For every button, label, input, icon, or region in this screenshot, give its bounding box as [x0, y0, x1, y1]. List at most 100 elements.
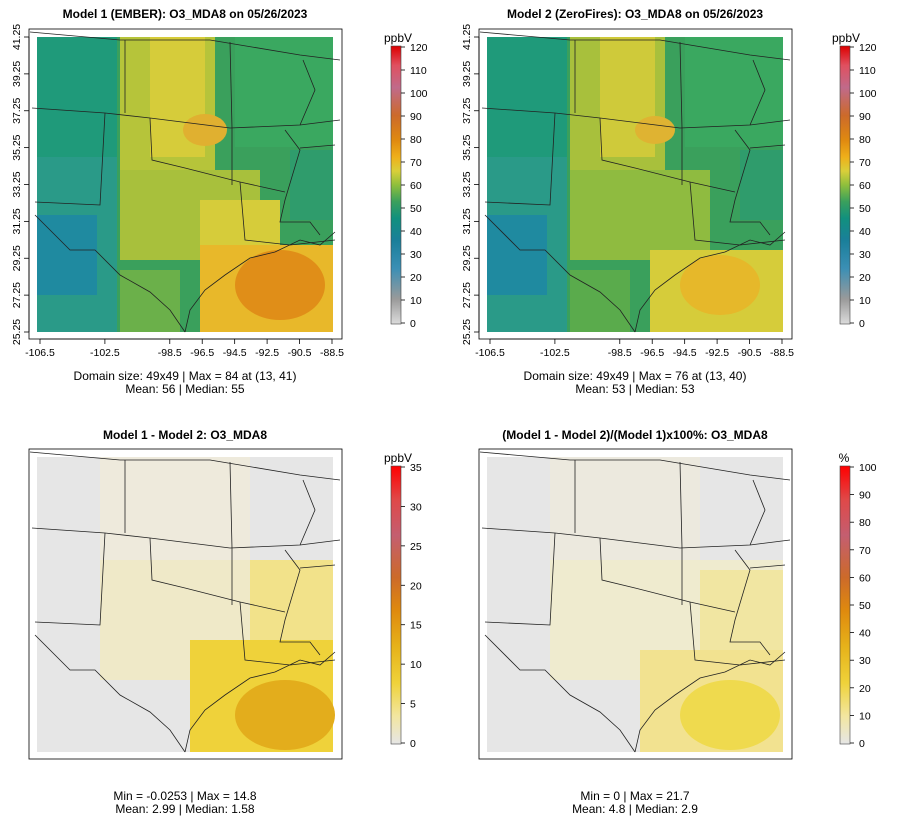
colorbar: % 0 10 20 30 40 50 60 70 80 90 100 [839, 451, 877, 750]
y-tick-label: 29.25 [11, 245, 23, 271]
y-tick-label: 41.25 [461, 24, 473, 50]
panel-model2: Model 2 (ZeroFires): O3_MDA8 on 05/26/20… [461, 7, 877, 396]
colorbar-tick-label: 110 [410, 65, 427, 77]
heatmap-field [37, 37, 333, 332]
y-tick-label: 31.25 [11, 208, 23, 234]
x-tick-label: -88.5 [770, 347, 794, 359]
colorbar-tick-label: 30 [410, 501, 422, 513]
colorbar-unit: ppbV [832, 31, 860, 45]
y-axis: 25.25 27.25 29.25 31.25 33.25 35.25 37.25 39.25… [11, 24, 30, 345]
subtitle-line-1: Domain size: 49x49 | Max = 84 at (13, 41… [74, 369, 297, 383]
state-boundaries [479, 31, 791, 333]
y-tick-label: 33.25 [461, 171, 473, 197]
subtitle-line-2: Mean: 4.8 | Median: 2.9 [572, 802, 698, 816]
colorbar: ppbV 0 10 20 30 40 50 60 70 80 90 100 110 120 [384, 31, 428, 330]
x-tick-label: -92.5 [705, 347, 729, 359]
colorbar-tick-label: 100 [859, 462, 877, 474]
x-axis: -106.5 -102.5 -98.5 -96.5 -94.5 -92.5 -90.5 -88… [25, 338, 344, 359]
panel-difference: Model 1 - Model 2: O3_MDA8 ppbV [28, 428, 422, 816]
colorbar-unit: ppbV [384, 451, 412, 465]
colorbar-tick-label: 70 [859, 157, 871, 169]
colorbar-tick-label: 20 [859, 272, 871, 284]
y-tick-label: 39.25 [461, 61, 473, 87]
colorbar-tick-label: 20 [410, 580, 422, 592]
y-tick-label: 25.25 [11, 319, 23, 345]
panel-title: Model 1 - Model 2: O3_MDA8 [103, 428, 267, 442]
colorbar-tick-label: 50 [410, 203, 422, 215]
x-tick-label: -90.5 [738, 347, 762, 359]
colorbar-unit: ppbV [384, 31, 412, 45]
colorbar-tick-label: 30 [859, 249, 871, 261]
colorbar-tick-label: 30 [859, 655, 871, 667]
colorbar-tick-label: 90 [859, 490, 871, 502]
colorbar: ppbV 0 10 20 30 40 50 60 70 80 90 100 110 120 [832, 31, 877, 330]
subtitle-line-1: Domain size: 49x49 | Max = 76 at (13, 40… [524, 369, 747, 383]
colorbar-unit: % [839, 451, 850, 465]
x-tick-label: -90.5 [288, 347, 312, 359]
colorbar-tick-label: 70 [410, 157, 422, 169]
colorbar-tick-label: 100 [410, 88, 428, 100]
heatmap-field [487, 457, 783, 752]
heatmap-field [37, 457, 335, 752]
y-tick-label: 33.25 [11, 171, 23, 197]
panel-percent-difference: (Model 1 - Model 2)/(Model 1)x100%: O3_M… [478, 428, 877, 816]
x-tick-label: -106.5 [475, 347, 505, 359]
colorbar-tick-label: 110 [859, 65, 876, 77]
y-tick-label: 27.25 [461, 282, 473, 308]
colorbar-tick-label: 50 [859, 600, 871, 612]
x-tick-label: -92.5 [255, 347, 279, 359]
subtitle-line-1: Min = 0 | Max = 21.7 [580, 789, 689, 803]
panel-title: Model 1 (EMBER): O3_MDA8 on 05/26/2023 [63, 7, 308, 21]
colorbar-tick-label: 10 [859, 295, 871, 307]
y-tick-label: 31.25 [461, 208, 473, 234]
colorbar-tick-label: 90 [410, 111, 422, 123]
x-axis: -106.5 -102.5 -98.5 -96.5 -94.5 -92.5 -90.5 -88… [475, 338, 794, 359]
x-tick-label: -102.5 [540, 347, 570, 359]
colorbar-tick-label: 15 [410, 620, 422, 632]
x-tick-label: -98.5 [158, 347, 182, 359]
colorbar-tick-label: 20 [859, 683, 871, 695]
colorbar-tick-label: 20 [410, 272, 422, 284]
heatmap-field [487, 37, 783, 332]
colorbar-tick-label: 0 [859, 738, 865, 750]
x-tick-label: -94.5 [223, 347, 247, 359]
y-tick-label: 37.25 [11, 97, 23, 123]
colorbar-tick-label: 100 [859, 88, 877, 100]
panel-title: Model 2 (ZeroFires): O3_MDA8 on 05/26/20… [507, 7, 763, 21]
plot-frame [478, 448, 793, 760]
colorbar-tick-label: 0 [410, 318, 416, 330]
y-axis: 25.25 27.25 29.25 31.25 33.25 35.25 37.25 39.25… [461, 24, 480, 345]
colorbar-tick-label: 35 [410, 462, 422, 474]
colorbar-tick-label: 40 [859, 226, 871, 238]
y-tick-label: 29.25 [461, 245, 473, 271]
colorbar-tick-label: 120 [410, 42, 428, 54]
subtitle-line-1: Min = -0.0253 | Max = 14.8 [113, 789, 257, 803]
y-tick-label: 41.25 [11, 24, 23, 50]
x-tick-label: -94.5 [673, 347, 697, 359]
colorbar-tick-label: 70 [859, 545, 871, 557]
colorbar-tick-label: 25 [410, 541, 422, 553]
y-tick-label: 25.25 [461, 319, 473, 345]
x-tick-label: -106.5 [25, 347, 55, 359]
subtitle-line-2: Mean: 56 | Median: 55 [125, 382, 245, 396]
colorbar-tick-label: 30 [410, 249, 422, 261]
colorbar-tick-label: 60 [859, 572, 871, 584]
colorbar-tick-label: 60 [410, 180, 422, 192]
panel-model1: Model 1 (EMBER): O3_MDA8 on 05/26/2023 [11, 7, 428, 396]
colorbar-tick-label: 0 [859, 318, 865, 330]
plot-frame [28, 448, 343, 760]
colorbar-tick-label: 120 [859, 42, 877, 54]
colorbar-tick-label: 10 [859, 710, 871, 722]
x-tick-label: -96.5 [640, 347, 664, 359]
y-tick-label: 37.25 [461, 97, 473, 123]
colorbar-tick-label: 10 [410, 659, 422, 671]
colorbar-tick-label: 90 [859, 111, 871, 123]
state-boundaries [29, 31, 341, 333]
colorbar-tick-label: 80 [410, 134, 422, 146]
x-tick-label: -96.5 [190, 347, 214, 359]
colorbar-tick-label: 50 [859, 203, 871, 215]
y-tick-label: 39.25 [11, 61, 23, 87]
colorbar-tick-label: 5 [410, 699, 416, 711]
y-tick-label: 27.25 [11, 282, 23, 308]
